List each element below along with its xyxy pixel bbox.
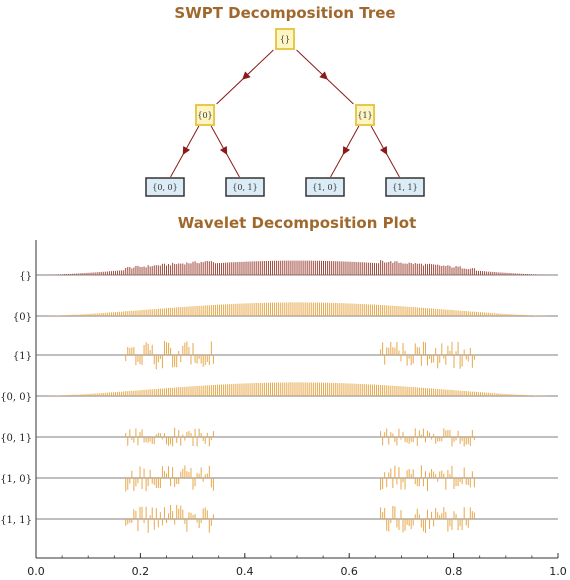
tree-edge: [216, 49, 274, 105]
decomposition-tree: {} {0} {1} {0, 0} {0, 1} {1, 0} {1, 1}: [145, 28, 425, 197]
tree-node-label: {1, 0}: [312, 183, 337, 192]
tree-edge: [210, 125, 240, 178]
tree-node-box: [225, 177, 265, 197]
tree-node-box: [355, 104, 375, 126]
series-label: {1, 1}: [0, 515, 32, 526]
x-tick-label: 0.2: [132, 565, 150, 578]
series-spikes: [47, 302, 547, 316]
series-spikes: [125, 341, 475, 370]
tree-node: {0}: [195, 104, 215, 126]
x-tick-label: 1.0: [549, 565, 567, 578]
tree-node-label: {1}: [357, 111, 372, 120]
series-label: {1, 0}: [0, 474, 32, 485]
wavelet-plot: 0.0 0.2 0.4 0.6 0.8 1.0 {} {0} {1} {0, 0} {0, 1} {1…: [0, 240, 567, 578]
tree-node: {1, 1}: [385, 177, 425, 197]
tree-edge: [296, 49, 354, 105]
series-row: {}: [19, 260, 558, 282]
x-tick-label: 0.4: [236, 565, 254, 578]
tree-node-box: [385, 177, 425, 197]
tree-node: {}: [275, 28, 295, 50]
series-spikes: [125, 465, 475, 492]
x-tick-label: 0.6: [340, 565, 358, 578]
x-tick-label: 0.0: [27, 565, 45, 578]
plot-title: Wavelet Decomposition Plot: [178, 214, 416, 232]
x-tick-label: 0.8: [445, 565, 463, 578]
tree-node-box: [305, 177, 345, 197]
series-row: {0}: [13, 302, 558, 323]
series-spikes: [125, 504, 475, 533]
tree-node-box: [195, 104, 215, 126]
series-row: {1}: [13, 341, 558, 370]
series-label: {1}: [13, 351, 32, 362]
tree-node-label: {1, 1}: [392, 183, 417, 192]
series-row: {0, 1}: [0, 427, 558, 447]
series-label: {0, 1}: [0, 433, 32, 444]
series-spikes: [47, 260, 547, 275]
series-label: {}: [19, 271, 32, 282]
tree-node: {0, 1}: [225, 177, 265, 197]
tree-edge: [370, 125, 400, 178]
tree-node-box: [145, 177, 185, 197]
tree-edge: [170, 125, 200, 178]
tree-edge: [330, 125, 360, 178]
tree-node-label: {}: [280, 35, 290, 44]
series-row: {1, 0}: [0, 465, 558, 492]
tree-node: {0, 0}: [145, 177, 185, 197]
tree-node-label: {0}: [197, 111, 212, 120]
series-spikes: [125, 427, 475, 447]
tree-node-label: {0, 0}: [152, 183, 177, 192]
tree-node-box: [275, 28, 295, 50]
tree-node: {1}: [355, 104, 375, 126]
tree-node: {1, 0}: [305, 177, 345, 197]
series-spikes: [47, 382, 547, 396]
series-label: {0, 0}: [0, 392, 32, 403]
tree-title: SWPT Decomposition Tree: [174, 4, 395, 22]
tree-node-label: {0, 1}: [232, 183, 257, 192]
series-row: {1, 1}: [0, 504, 558, 533]
series-label: {0}: [13, 312, 32, 323]
series-row: {0, 0}: [0, 382, 558, 403]
